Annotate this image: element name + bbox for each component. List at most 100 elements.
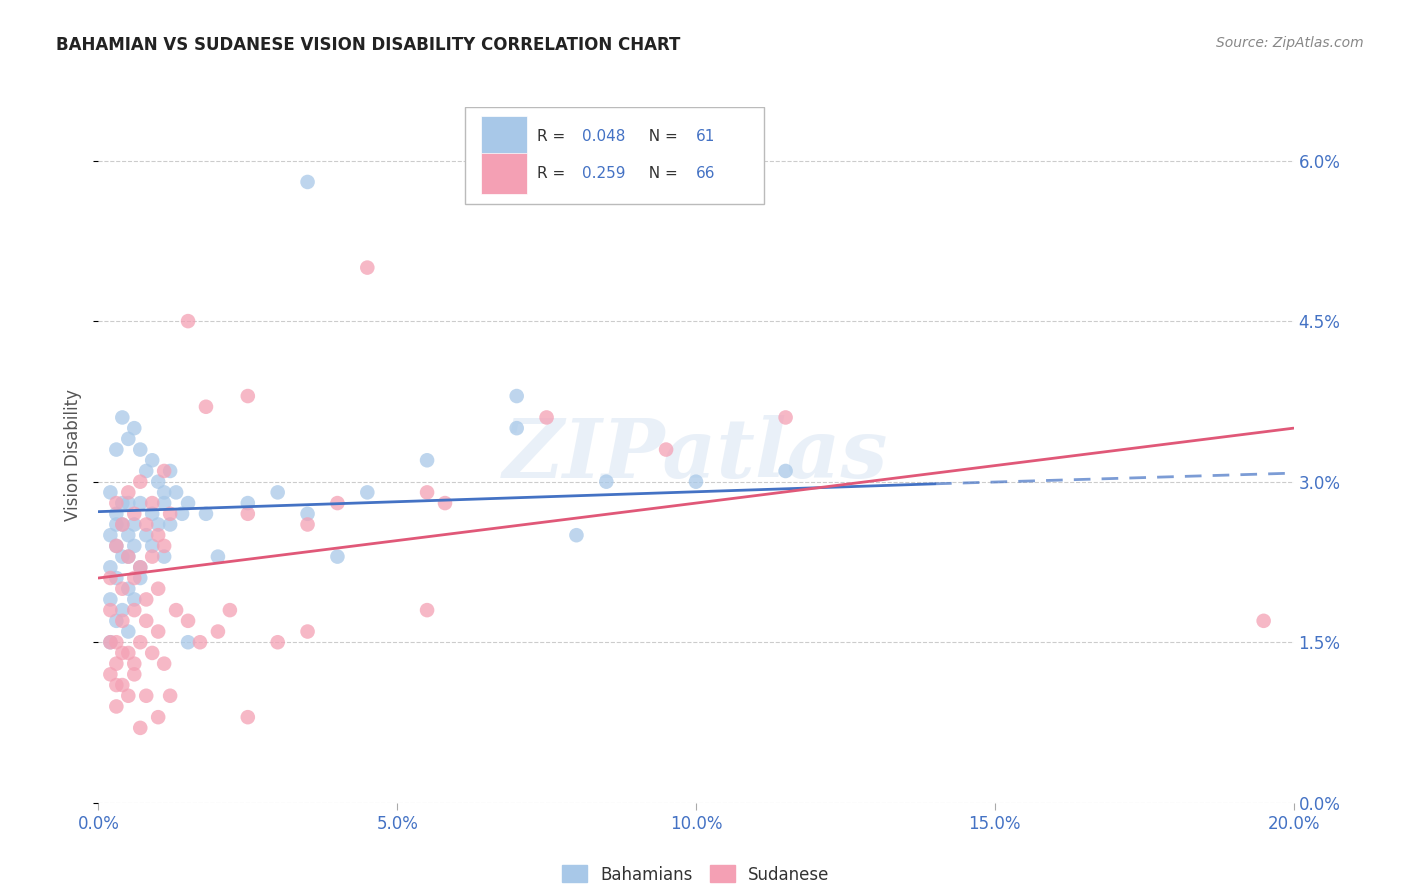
FancyBboxPatch shape bbox=[465, 107, 763, 204]
Point bbox=[105, 517, 128, 532]
Point bbox=[177, 635, 200, 649]
Point bbox=[153, 464, 176, 478]
Point bbox=[111, 603, 134, 617]
Point bbox=[297, 175, 319, 189]
Point bbox=[117, 528, 139, 542]
Point bbox=[326, 549, 349, 564]
Text: 0.259: 0.259 bbox=[582, 166, 626, 181]
Point bbox=[124, 592, 146, 607]
Point bbox=[111, 678, 134, 692]
Point bbox=[111, 614, 134, 628]
Y-axis label: Vision Disability: Vision Disability bbox=[65, 389, 83, 521]
Legend: Bahamians, Sudanese: Bahamians, Sudanese bbox=[554, 857, 838, 892]
Text: N =: N = bbox=[638, 129, 682, 145]
Point bbox=[159, 689, 181, 703]
FancyBboxPatch shape bbox=[481, 117, 527, 158]
Point bbox=[117, 689, 139, 703]
Point bbox=[775, 410, 797, 425]
Point bbox=[124, 657, 146, 671]
Point bbox=[111, 496, 134, 510]
Text: BAHAMIAN VS SUDANESE VISION DISABILITY CORRELATION CHART: BAHAMIAN VS SUDANESE VISION DISABILITY C… bbox=[56, 36, 681, 54]
Point bbox=[236, 507, 259, 521]
Point bbox=[188, 635, 211, 649]
Point bbox=[177, 314, 200, 328]
Point bbox=[117, 549, 139, 564]
Point bbox=[297, 624, 319, 639]
Point bbox=[141, 496, 163, 510]
Point bbox=[177, 496, 200, 510]
Point bbox=[141, 549, 163, 564]
Point bbox=[105, 614, 128, 628]
Point bbox=[141, 646, 163, 660]
Point bbox=[117, 624, 139, 639]
Point bbox=[267, 635, 290, 649]
Point bbox=[100, 635, 122, 649]
Point bbox=[124, 667, 146, 681]
Text: Source: ZipAtlas.com: Source: ZipAtlas.com bbox=[1216, 36, 1364, 50]
Point bbox=[195, 400, 218, 414]
Point bbox=[236, 389, 259, 403]
Point bbox=[297, 507, 319, 521]
Point bbox=[105, 507, 128, 521]
Point bbox=[129, 721, 152, 735]
Point bbox=[148, 528, 170, 542]
Point bbox=[416, 603, 439, 617]
Point bbox=[267, 485, 290, 500]
Point bbox=[124, 421, 146, 435]
Point bbox=[105, 635, 128, 649]
Text: 61: 61 bbox=[696, 129, 716, 145]
Point bbox=[100, 603, 122, 617]
Point bbox=[236, 496, 259, 510]
Point bbox=[153, 549, 176, 564]
Point bbox=[1253, 614, 1275, 628]
Point bbox=[416, 485, 439, 500]
Point bbox=[129, 635, 152, 649]
Point bbox=[129, 571, 152, 585]
Point bbox=[117, 549, 139, 564]
Point bbox=[135, 689, 157, 703]
Point bbox=[565, 528, 588, 542]
Point bbox=[100, 571, 122, 585]
Point bbox=[100, 528, 122, 542]
Point bbox=[297, 517, 319, 532]
Point bbox=[117, 582, 139, 596]
Point bbox=[129, 560, 152, 574]
Point bbox=[111, 410, 134, 425]
Point bbox=[117, 432, 139, 446]
Point bbox=[148, 517, 170, 532]
Point bbox=[141, 453, 163, 467]
Point bbox=[117, 496, 139, 510]
Point bbox=[159, 507, 181, 521]
Point bbox=[165, 485, 187, 500]
Text: 0.048: 0.048 bbox=[582, 129, 626, 145]
Point bbox=[135, 464, 157, 478]
Point bbox=[219, 603, 242, 617]
Point bbox=[536, 410, 558, 425]
Point bbox=[100, 635, 122, 649]
Point bbox=[135, 592, 157, 607]
Point bbox=[356, 485, 378, 500]
Point bbox=[105, 571, 128, 585]
Point bbox=[236, 710, 259, 724]
Point bbox=[195, 507, 218, 521]
Point bbox=[105, 496, 128, 510]
Point bbox=[416, 453, 439, 467]
Point bbox=[105, 678, 128, 692]
Point bbox=[153, 485, 176, 500]
Point bbox=[105, 442, 128, 457]
Point bbox=[111, 517, 134, 532]
Point bbox=[129, 442, 152, 457]
Point bbox=[141, 507, 163, 521]
Point bbox=[135, 528, 157, 542]
Point bbox=[159, 464, 181, 478]
Point bbox=[506, 389, 529, 403]
Point bbox=[148, 710, 170, 724]
Point bbox=[105, 657, 128, 671]
Point bbox=[117, 485, 139, 500]
Point bbox=[207, 549, 229, 564]
Point bbox=[100, 667, 122, 681]
Point bbox=[111, 582, 134, 596]
Text: N =: N = bbox=[638, 166, 682, 181]
Point bbox=[506, 421, 529, 435]
Point bbox=[129, 475, 152, 489]
